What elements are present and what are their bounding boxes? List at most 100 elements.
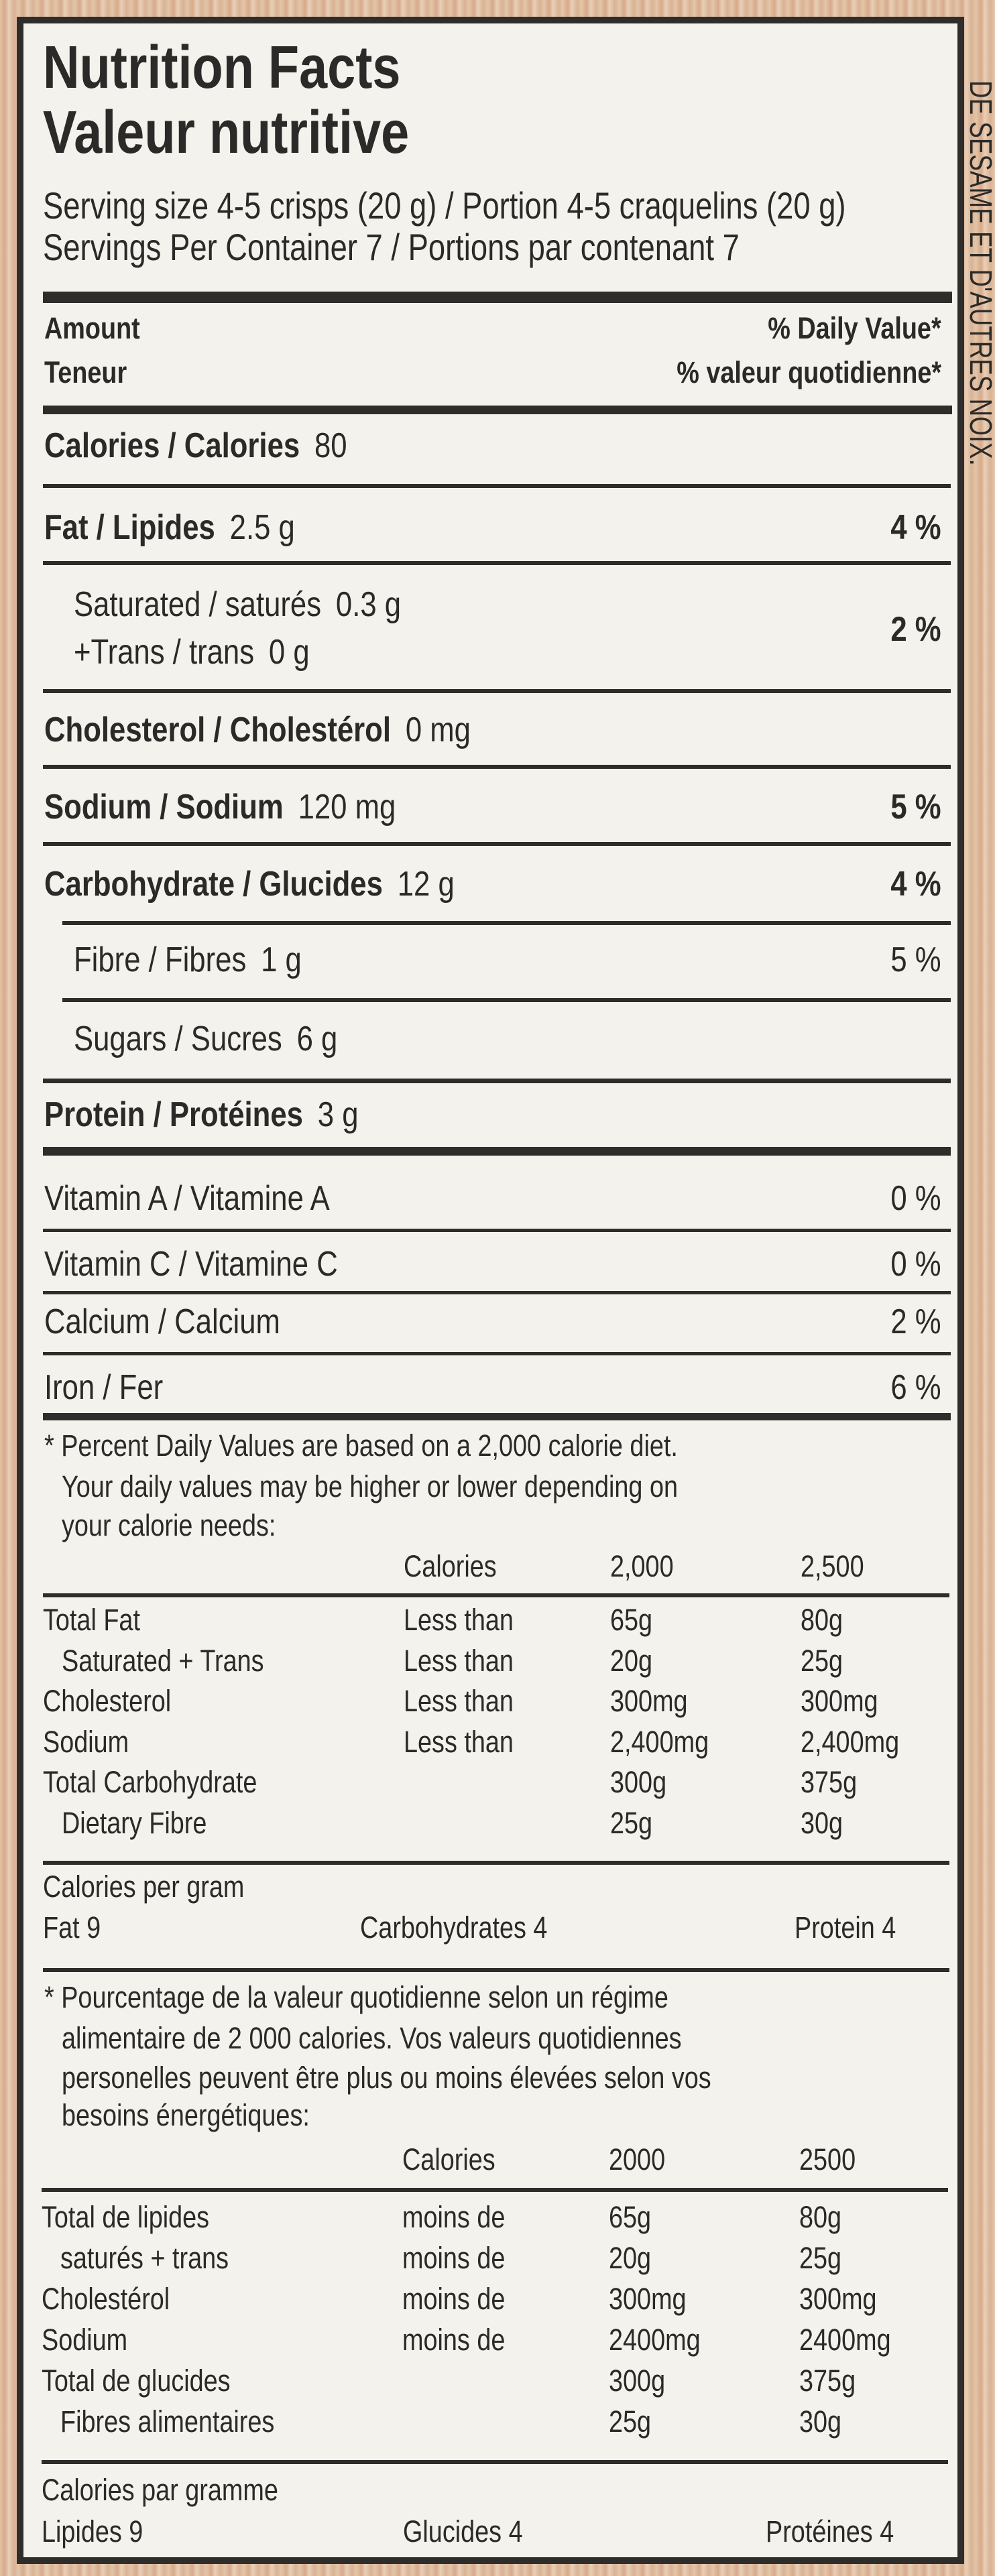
footnote-en-line: Your daily values may be higher or lower… (62, 1469, 678, 1504)
dv-row-value-low: 65g (610, 1603, 653, 1637)
vitamin-row-c: Vitamin C / Vitamine C (44, 1245, 338, 1284)
dv-row-value-low: 25g (609, 2404, 652, 2439)
dv-row-label: saturés + trans (60, 2241, 229, 2275)
thick-divider (43, 292, 952, 303)
footnote-en-line: your calorie needs: (62, 1508, 276, 1542)
calories-row: Calories / Calories 80 (44, 428, 347, 463)
dv-row-qualifier: Less than (404, 1643, 514, 1678)
nutrient-amount: 6 g (296, 1020, 338, 1058)
dv-row-label: Cholesterol (43, 1684, 172, 1718)
dv-row-value-high: 375g (799, 2364, 856, 2398)
dv-row-value-high: 375g (801, 1765, 858, 1799)
per-gram-protein: Protein 4 (795, 1910, 896, 1945)
divider (43, 842, 951, 846)
dv-row-value-high: 30g (799, 2404, 842, 2439)
divider (43, 1593, 949, 1597)
per-gram-fat: Fat 9 (43, 1910, 101, 1945)
nutrient-amount: 120 mg (298, 788, 396, 826)
footnote-fr-line: alimentaire de 2 000 calories. Vos valeu… (62, 2021, 682, 2055)
dv-row-value-high: 25g (799, 2241, 842, 2275)
dv-row-label: Sodium (42, 2323, 128, 2357)
nutrient-label: Fat / Lipides (44, 508, 215, 547)
dv-table-header: 2000 (609, 2142, 666, 2176)
divider (43, 1968, 949, 1972)
vitamin-dv: 0 % (890, 1245, 941, 1284)
divider (43, 1352, 951, 1355)
calories-value: 80 (314, 426, 347, 465)
dv-row-value-low: 300g (610, 1765, 667, 1799)
nutrient-label: Carbohydrate / Glucides (44, 865, 383, 904)
per-gram-carbohydrates: Carbohydrates 4 (360, 1910, 548, 1945)
mineral-row-calcium: Calcium / Calcium (44, 1302, 280, 1341)
nutrient-amount: 3 g (317, 1095, 359, 1134)
footnote-fr-line: personelles peuvent être plus ou moins é… (62, 2061, 711, 2095)
title-fr: Valeur nutritive (43, 99, 410, 166)
dv-row-value-low: 300mg (609, 2282, 687, 2316)
divider (43, 765, 951, 769)
mineral-dv: 2 % (890, 1302, 941, 1341)
nutrient-dv: 2 % (890, 610, 941, 649)
dv-row-value-low: 2400mg (609, 2323, 701, 2357)
divider (43, 1861, 949, 1865)
divider (62, 921, 951, 925)
dv-row-value-high: 80g (801, 1603, 843, 1637)
per-gram-title-en: Calories per gram (43, 1869, 245, 1904)
dv-table-header: Calories (402, 2142, 495, 2176)
daily-value-fr: % valeur quotidienne* (677, 355, 941, 389)
dv-table-header: Calories (404, 1549, 497, 1583)
divider (43, 1291, 951, 1294)
dv-row-qualifier: Less than (404, 1684, 514, 1718)
dv-row-label: Dietary Fibre (62, 1805, 207, 1840)
divider (62, 998, 951, 1002)
nutrient-amount: 1 g (261, 940, 302, 979)
nutrition-label (17, 17, 964, 2564)
daily-value-en: % Daily Value* (768, 311, 941, 345)
dv-row-value-high: 25g (801, 1643, 843, 1678)
dv-row-label: Saturated + Trans (62, 1643, 264, 1678)
dv-row-qualifier: Less than (404, 1603, 514, 1637)
side-packaging-text: DE SESAME ET D'AUTRES NOIX. (963, 80, 995, 466)
vitamin-row-a: Vitamin A / Vitamine A (44, 1179, 330, 1218)
nutrient-dv: 5 % (890, 940, 941, 979)
footnote-fr-line: * Pourcentage de la valeur quotidienne s… (44, 1980, 668, 2014)
nutrient-label: +Trans / trans (74, 633, 255, 672)
nutrient-row-sodium: Sodium / Sodium 120 mg (44, 790, 396, 824)
divider (43, 561, 951, 565)
dv-row-value-low: 20g (609, 2241, 652, 2275)
mineral-row-iron: Iron / Fer (44, 1368, 164, 1407)
amount-fr: Teneur (44, 355, 127, 389)
dv-row-value-high: 300mg (799, 2282, 877, 2316)
dv-row-value-high: 2400mg (799, 2323, 891, 2357)
nutrient-label: Saturated / saturés (74, 585, 322, 624)
dv-row-value-low: 300g (609, 2364, 666, 2398)
footnote-en-line: * Percent Daily Values are based on a 2,… (44, 1428, 678, 1463)
dv-row-label: Sodium (43, 1724, 129, 1759)
dv-row-value-low: 300mg (610, 1684, 688, 1718)
dv-row-label: Total Carbohydrate (43, 1765, 257, 1799)
vitamin-dv: 0 % (890, 1179, 941, 1218)
dv-row-value-low: 65g (609, 2200, 652, 2234)
dv-row-qualifier: moins de (402, 2323, 506, 2357)
dv-table-header: 2500 (799, 2142, 856, 2176)
dv-row-label: Cholestérol (42, 2282, 170, 2316)
dv-row-label: Total Fat (43, 1603, 140, 1637)
dv-row-value-low: 2,400mg (610, 1724, 709, 1759)
dv-row-label: Fibres alimentaires (60, 2404, 275, 2439)
dv-table-header: 2,000 (610, 1549, 674, 1583)
nutrient-row-cholesterol: Cholesterol / Cholestérol 0 mg (44, 713, 471, 747)
nutrient-row-carbohydrate: Carbohydrate / Glucides 12 g (44, 867, 455, 902)
dv-row-qualifier: moins de (402, 2241, 506, 2275)
thick-divider (43, 1413, 951, 1420)
mineral-dv: 6 % (890, 1368, 941, 1407)
nutrient-label: Cholesterol / Cholestérol (44, 711, 391, 749)
divider (42, 2188, 948, 2192)
dv-row-value-low: 25g (610, 1805, 653, 1840)
dv-row-qualifier: moins de (402, 2200, 506, 2234)
calories-label: Calories / Calories (44, 426, 300, 465)
per-gram-lipides: Lipides 9 (42, 2514, 143, 2549)
divider (43, 1229, 951, 1232)
nutrient-amount: 0.3 g (335, 585, 402, 624)
servings-per-container: Servings Per Container 7 / Portions par … (43, 226, 740, 268)
dv-row-label: Total de lipides (42, 2200, 210, 2234)
dv-row-value-high: 2,400mg (801, 1724, 900, 1759)
